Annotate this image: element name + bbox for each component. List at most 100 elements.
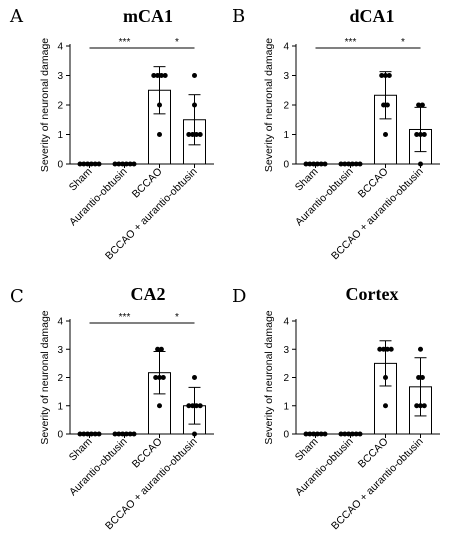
panel-label: B <box>232 6 245 27</box>
y-tick-label: 2 <box>283 373 289 384</box>
y-tick-label: 0 <box>283 160 289 171</box>
data-point <box>123 431 129 437</box>
data-point <box>157 403 162 409</box>
data-point <box>388 346 394 352</box>
data-point <box>153 375 159 380</box>
data-point <box>418 403 423 409</box>
data-point <box>77 431 83 437</box>
data-point <box>158 73 164 78</box>
data-point <box>85 431 91 437</box>
data-point <box>322 161 328 167</box>
data-point <box>303 161 309 167</box>
y-tick-label: 1 <box>57 401 63 412</box>
data-point <box>157 375 162 380</box>
data-point <box>162 73 168 78</box>
data-point <box>155 346 161 352</box>
data-point <box>192 102 197 108</box>
y-tick-label: 0 <box>57 430 63 441</box>
x-tick-label: BCCAO <box>130 166 165 201</box>
x-tick-label: Sham <box>67 165 95 193</box>
y-tick-label: 1 <box>283 130 289 141</box>
data-point <box>384 346 390 352</box>
data-point <box>307 431 313 437</box>
panel-c: C CA2 Severity of neuronal damage 0 1 2 3 4 Sham… <box>10 284 214 532</box>
panel-label: A <box>9 6 24 27</box>
data-point <box>414 132 420 137</box>
data-point <box>379 73 385 78</box>
panel-title: dCA1 <box>349 6 394 26</box>
data-point <box>81 431 87 437</box>
data-point <box>377 346 383 352</box>
data-point <box>303 431 309 437</box>
data-point <box>314 431 320 437</box>
data-point <box>92 161 98 167</box>
data-point <box>116 431 122 437</box>
data-point <box>357 431 363 437</box>
data-point <box>342 161 348 167</box>
data-point <box>192 431 197 437</box>
panel-label: C <box>10 286 24 307</box>
data-point <box>384 102 390 108</box>
data-point <box>192 375 197 380</box>
data-point <box>342 431 348 437</box>
x-tick-label: BCCAO <box>356 166 391 201</box>
data-point <box>421 132 427 137</box>
y-tick-label: 3 <box>57 345 63 356</box>
y-tick-label: 0 <box>283 430 289 441</box>
y-tick-label: 4 <box>57 42 63 53</box>
panel-title: Cortex <box>346 284 399 304</box>
data-point <box>414 403 420 409</box>
y-tick-label: 0 <box>57 160 63 171</box>
y-axis-label: Severity of neuronal damage <box>39 38 51 172</box>
data-point <box>353 161 359 167</box>
panel-title: CA2 <box>131 284 166 304</box>
data-point <box>96 161 102 167</box>
y-axis-label: Severity of neuronal damage <box>263 310 275 444</box>
x-tick-label: BCCAO <box>356 436 391 471</box>
data-point <box>381 102 387 108</box>
data-point <box>190 132 196 137</box>
data-point <box>151 73 157 78</box>
x-tick-label: Sham <box>293 435 321 463</box>
x-tick-label: Sham <box>293 165 321 193</box>
data-point <box>307 161 313 167</box>
data-point <box>311 431 317 437</box>
data-point <box>349 431 355 437</box>
y-tick-label: 3 <box>283 345 289 356</box>
data-point <box>386 73 392 78</box>
data-point <box>383 375 388 380</box>
data-point <box>88 431 94 437</box>
data-point <box>318 161 324 167</box>
y-axis-label: Severity of neuronal damage <box>263 38 275 172</box>
panel-d: D Cortex Severity of neuronal damage 0 1 2 3 4 S… <box>232 284 440 532</box>
data-point <box>92 431 98 437</box>
data-point <box>112 431 118 437</box>
data-point <box>357 161 363 167</box>
data-point <box>416 102 422 108</box>
y-tick-label: 4 <box>57 317 63 328</box>
data-point <box>383 132 388 137</box>
data-point <box>418 161 423 167</box>
y-tick-label: 3 <box>283 71 289 82</box>
data-point <box>346 431 352 437</box>
data-point <box>193 132 199 137</box>
y-tick-label: 4 <box>283 317 289 328</box>
data-point <box>85 161 91 167</box>
data-point <box>383 73 388 78</box>
y-tick-label: 2 <box>283 101 289 112</box>
data-point <box>311 161 317 167</box>
data-point <box>314 161 320 167</box>
data-point <box>77 161 83 167</box>
data-point <box>160 375 166 380</box>
data-point <box>349 161 355 167</box>
y-tick-label: 1 <box>283 401 289 412</box>
data-point <box>338 431 344 437</box>
data-point <box>131 431 137 437</box>
data-point <box>120 161 126 167</box>
significance-label: *** <box>119 37 131 48</box>
data-point <box>346 161 352 167</box>
data-point <box>383 403 388 409</box>
data-point <box>197 132 203 137</box>
